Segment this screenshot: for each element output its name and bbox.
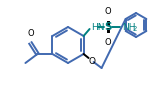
Text: NH: NH bbox=[123, 23, 136, 32]
Text: O: O bbox=[104, 7, 111, 16]
Text: O: O bbox=[104, 38, 111, 47]
Text: HN: HN bbox=[92, 23, 105, 32]
Text: 2: 2 bbox=[133, 26, 137, 32]
Text: S: S bbox=[104, 22, 111, 32]
Text: O: O bbox=[27, 29, 34, 38]
Text: O: O bbox=[88, 56, 95, 65]
